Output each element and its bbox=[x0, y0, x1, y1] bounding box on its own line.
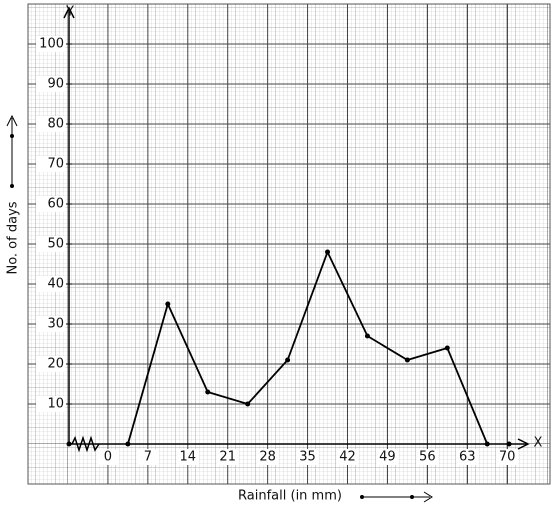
y-label-dot bbox=[10, 184, 14, 188]
tick-label-bg bbox=[36, 116, 66, 132]
data-point bbox=[484, 441, 490, 447]
x-label-dot bbox=[410, 495, 414, 499]
x-label-bg bbox=[232, 486, 350, 506]
tick-label-bg bbox=[456, 449, 479, 465]
y-axis-name: Y bbox=[65, 5, 74, 20]
tick-label-bg bbox=[36, 356, 66, 372]
tick-label-bg bbox=[36, 276, 66, 292]
tick-label-bg bbox=[36, 316, 66, 332]
tick-label-bg bbox=[256, 449, 279, 465]
y-label-bg bbox=[4, 190, 22, 286]
data-point bbox=[325, 249, 331, 255]
y-tick-label: 20 bbox=[47, 357, 64, 372]
y-axis-arrow bbox=[63, 6, 75, 19]
y-label-dot bbox=[10, 134, 14, 138]
tick-label-bg bbox=[36, 236, 66, 252]
data-line bbox=[127, 249, 489, 445]
data-point bbox=[125, 441, 131, 447]
x-tick-label: 35 bbox=[299, 450, 316, 465]
x-tick-label: 7 bbox=[144, 450, 152, 465]
data-point bbox=[165, 301, 171, 307]
tick-label-bg bbox=[36, 76, 66, 92]
data-point bbox=[245, 401, 251, 407]
axis-break bbox=[71, 435, 100, 453]
y-tick-label: 30 bbox=[47, 317, 64, 332]
y-tick-label: 60 bbox=[47, 197, 64, 212]
y-tick-label: 80 bbox=[47, 117, 64, 132]
tick-label-bg bbox=[216, 449, 239, 465]
axis-dot bbox=[506, 441, 512, 447]
data-point bbox=[285, 357, 291, 363]
tick-label-bg bbox=[36, 396, 66, 412]
x-tick-label: 21 bbox=[219, 450, 236, 465]
y-tick-label: 40 bbox=[47, 277, 64, 292]
y-tick-label: 10 bbox=[47, 397, 64, 412]
tick-label-bg bbox=[96, 449, 119, 465]
x-tick-label: 42 bbox=[339, 450, 356, 465]
x-tick-label: 70 bbox=[499, 450, 516, 465]
y-tick-label: 90 bbox=[47, 77, 64, 92]
tick-label-bg bbox=[496, 449, 519, 465]
x-label-dot bbox=[360, 495, 364, 499]
x-tick-label: 28 bbox=[259, 450, 276, 465]
data-point bbox=[444, 345, 450, 351]
x-tick-label: 63 bbox=[459, 450, 476, 465]
y-label-arrowhead bbox=[6, 114, 18, 127]
plot-layer: 10 20 30 40 50 60 70 80 90 100 0 7 14 21 28 35 42 49 56 63 7… bbox=[28, 4, 550, 484]
tick-label-bg bbox=[416, 449, 439, 465]
tick-label-bg bbox=[36, 156, 66, 172]
tick-label-bg bbox=[36, 196, 66, 212]
y-axis-label: No. of days bbox=[6, 201, 21, 274]
tick-label-bg bbox=[136, 449, 159, 465]
x-axis-arrow bbox=[517, 438, 530, 450]
x-tick-label: 14 bbox=[180, 450, 197, 465]
x-axis-label: Rainfall (in mm) bbox=[238, 489, 342, 504]
x-axis-name: X bbox=[534, 436, 543, 451]
tick-label-bg bbox=[376, 449, 399, 465]
tick-label-bg bbox=[36, 36, 66, 52]
x-label-arrowhead bbox=[423, 491, 433, 503]
y-tick-label: 50 bbox=[47, 237, 64, 252]
data-point bbox=[404, 357, 410, 363]
tick-label-bg bbox=[176, 449, 199, 465]
tick-label-bg bbox=[336, 449, 359, 465]
data-point bbox=[364, 333, 370, 339]
x-tick-label: 49 bbox=[379, 450, 396, 465]
y-tick-label: 70 bbox=[47, 157, 64, 172]
data-point bbox=[205, 389, 211, 395]
origin-dot bbox=[66, 441, 72, 447]
x-tick-label: 56 bbox=[419, 450, 436, 465]
y-tick-label: 100 bbox=[39, 37, 64, 52]
x-tick-label: 0 bbox=[104, 450, 112, 465]
tick-label-bg bbox=[296, 449, 319, 465]
